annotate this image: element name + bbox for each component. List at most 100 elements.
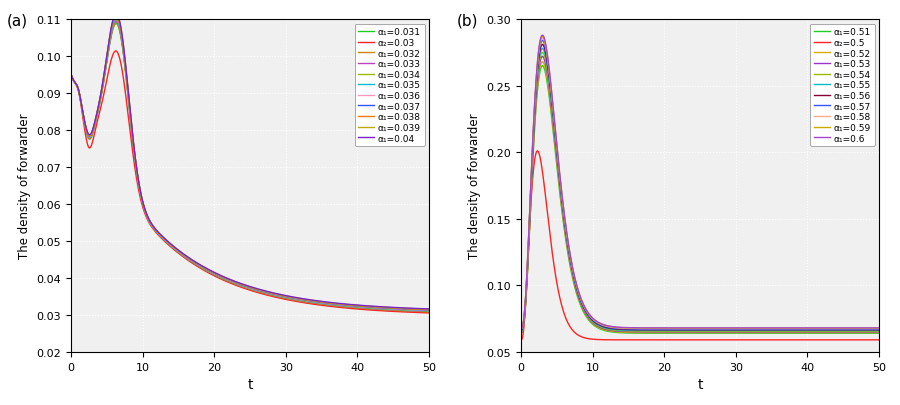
α₁=0.035 [203,269,214,274]
α₁=0.036 [424,308,435,313]
α₁=0.04 [424,307,435,311]
α₁=0.037 [106,26,117,31]
α₁=0.55 [537,47,548,52]
α₁=0.031 [378,308,389,313]
α₁=0.035 [219,276,230,281]
α₁=0.58 [537,36,548,41]
α₂=0.5 [867,338,877,343]
α₁=0.036 [203,269,214,273]
α₁=0.6 [653,326,664,330]
α₁=0.039 [111,13,122,18]
α₁=0.56 [869,328,880,333]
α₁=0.038 [66,73,77,78]
α₁=0.04 [128,138,139,143]
α₂=0.5 [669,338,680,343]
α₁=0.037 [219,276,230,281]
α₁=0.036 [111,17,122,21]
α₁=0.6 [867,326,877,330]
α₂=0.5 [578,335,589,340]
α₁=0.52 [828,330,839,335]
α₂=0.03 [378,309,389,313]
α₁=0.037 [203,268,214,273]
Text: (a): (a) [6,13,28,28]
α₁=0.55 [828,328,839,333]
α₁=0.53 [516,330,526,335]
α₁=0.51 [578,309,589,314]
α₁=0.51 [516,331,526,336]
α₁=0.031 [66,73,77,78]
Line: α₁=0.033: α₁=0.033 [71,22,429,312]
α₁=0.58 [516,326,526,331]
α₁=0.04 [378,305,389,309]
α₁=0.56 [537,43,548,48]
α₁=0.034 [106,29,117,34]
α₁=0.52 [874,330,885,335]
α₁=0.52 [867,330,877,335]
α₁=0.031 [219,277,230,282]
α₁=0.51 [828,331,839,336]
Line: α₁=0.56: α₁=0.56 [521,45,879,330]
α₁=0.56 [578,304,589,309]
Y-axis label: The density of forwarder: The density of forwarder [468,113,481,259]
Line: α₂=0.5: α₂=0.5 [521,151,879,340]
α₁=0.036 [378,306,389,311]
α₁=0.54 [537,51,548,56]
Line: α₁=0.035: α₁=0.035 [71,20,429,311]
Line: α₁=0.04: α₁=0.04 [71,15,429,309]
Line: α₁=0.039: α₁=0.039 [71,16,429,309]
α₁=0.033 [219,277,230,282]
α₁=0.031 [111,22,122,27]
α₁=0.036 [106,27,117,32]
α₁=0.035 [378,307,389,311]
α₁=0.54 [653,329,664,334]
α₂=0.5 [788,338,799,343]
α₁=0.036 [128,140,139,145]
α₁=0.52 [516,330,526,335]
α₁=0.036 [66,73,77,78]
α₁=0.51 [537,64,548,69]
α₁=0.035 [111,18,122,23]
Line: α₁=0.54: α₁=0.54 [521,53,879,331]
α₁=0.53 [578,307,589,312]
α₁=0.031 [128,143,139,148]
α₁=0.031 [203,270,214,275]
α₁=0.033 [66,73,77,78]
Line: α₂=0.03: α₂=0.03 [71,52,429,313]
α₁=0.6 [828,326,839,330]
α₁=0.54 [556,202,567,207]
α₁=0.56 [516,328,526,333]
α₁=0.54 [867,329,877,334]
α₁=0.57 [578,303,589,308]
α₁=0.033 [111,20,122,25]
α₁=0.037 [111,15,122,20]
α₁=0.037 [378,306,389,311]
α₁=0.032 [424,310,435,315]
α₁=0.033 [203,269,214,274]
α₁=0.53 [869,330,880,335]
α₁=0.57 [869,327,880,332]
α₁=0.033 [378,307,389,312]
α₂=0.03 [111,49,122,54]
α₁=0.57 [828,327,839,332]
α₁=0.034 [66,73,77,78]
α₁=0.59 [669,326,680,331]
α₁=0.55 [556,200,567,205]
α₁=0.58 [828,326,839,331]
α₁=0.58 [556,194,567,199]
α₁=0.58 [869,326,880,331]
α₂=0.5 [556,304,567,309]
α₁=0.58 [874,326,885,331]
α₁=0.039 [128,139,139,143]
Line: α₁=0.036: α₁=0.036 [71,19,429,311]
α₁=0.038 [203,268,214,273]
α₁=0.57 [537,39,548,44]
α₁=0.53 [537,55,548,60]
α₁=0.51 [669,331,680,336]
α₁=0.53 [867,330,877,335]
α₁=0.52 [537,60,548,65]
α₂=0.03 [417,311,428,315]
α₁=0.038 [219,275,230,280]
α₁=0.033 [106,30,117,35]
α₁=0.54 [874,329,885,334]
α₁=0.59 [874,326,885,331]
